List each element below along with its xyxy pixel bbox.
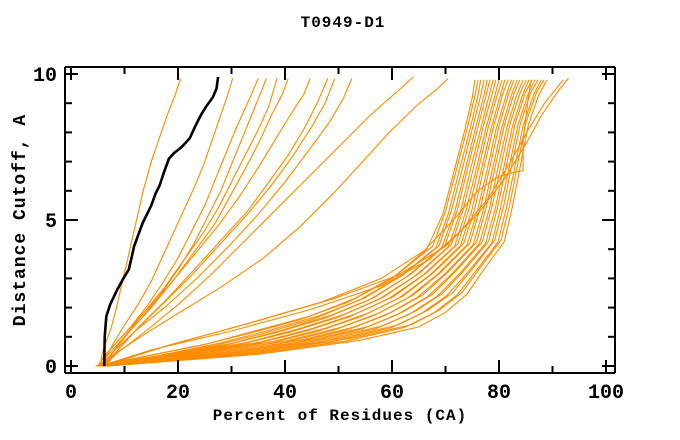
model-curve <box>104 79 527 367</box>
model-curve <box>100 79 509 367</box>
model-curve <box>103 79 532 367</box>
model-curve <box>108 79 548 367</box>
x-tick-label: 60 <box>380 382 404 405</box>
model-curve <box>96 79 482 367</box>
model-curve <box>103 79 518 367</box>
x-tick-label: 0 <box>65 382 77 405</box>
x-tick-label: 100 <box>588 382 624 405</box>
model-curve <box>105 79 533 367</box>
y-axis-label: Distance Cutoff, A <box>11 113 31 327</box>
model-curve <box>106 79 539 367</box>
model-curve <box>95 79 476 367</box>
model-curve <box>103 79 521 367</box>
model-curve <box>98 79 497 367</box>
model-curve <box>96 79 485 367</box>
x-tick-label: 20 <box>166 382 190 405</box>
model-curve <box>97 79 488 367</box>
model-curve <box>98 79 494 367</box>
model-curve <box>102 76 414 367</box>
model-curve <box>107 79 545 367</box>
model-curve <box>105 78 329 367</box>
model-curve <box>107 79 542 367</box>
model-curve <box>99 78 182 367</box>
model-curve <box>99 79 500 367</box>
highlighted-model-curve <box>102 76 220 367</box>
model-curve <box>97 78 311 367</box>
model-curve <box>100 79 506 367</box>
model-curve <box>106 79 536 367</box>
x-tick-label: 40 <box>273 382 297 405</box>
x-axis-label: Percent of Residues (CA) <box>212 407 468 425</box>
y-tick-label: 5 <box>45 211 57 234</box>
y-tick-label: 10 <box>33 65 57 88</box>
y-tick-label: 0 <box>45 357 57 380</box>
model-curve <box>97 78 449 367</box>
model-curve <box>101 79 512 367</box>
model-curve <box>99 78 234 367</box>
x-tick-label: 80 <box>487 382 511 405</box>
chart-title: T0949-D1 <box>300 14 386 32</box>
model-curve <box>104 79 524 367</box>
model-curve <box>105 79 530 367</box>
model-curve <box>97 78 259 367</box>
model-curve <box>102 79 515 367</box>
model-curve <box>99 78 267 367</box>
